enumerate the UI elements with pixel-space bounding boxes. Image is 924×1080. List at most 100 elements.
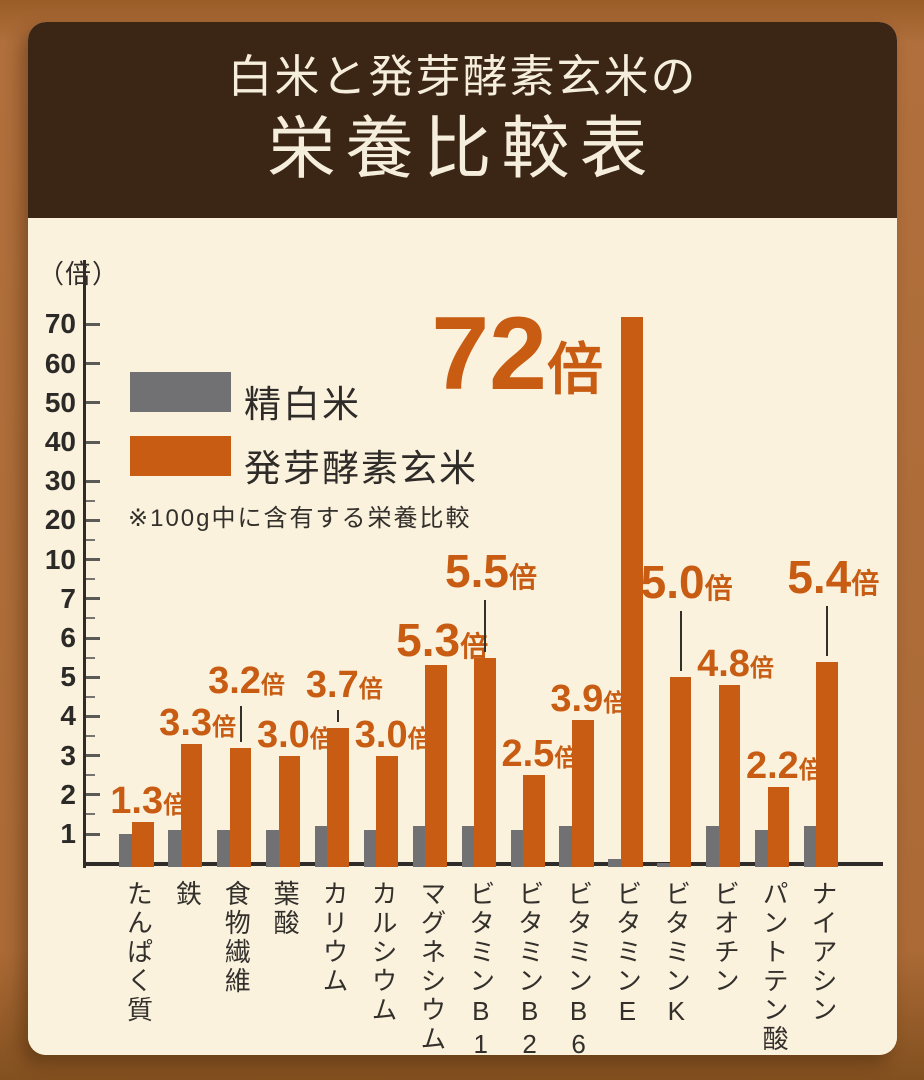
bar-white-rice xyxy=(755,830,768,867)
y-tick-label: 30 xyxy=(44,465,76,497)
leader-line xyxy=(337,710,340,723)
value-label: 3.9倍 xyxy=(550,680,627,718)
highlight-number: 72 xyxy=(431,296,547,412)
category-label: マグネシウム xyxy=(416,880,447,1054)
bar-white-rice xyxy=(363,830,377,867)
bar-brown-rice xyxy=(571,720,594,867)
value-label: 2.2倍 xyxy=(746,747,823,785)
bar-brown-rice xyxy=(180,743,203,867)
value-label-number: 5.3 xyxy=(396,614,461,667)
value-label-number: 3.7 xyxy=(305,664,359,707)
leader-line xyxy=(826,605,829,656)
value-label: 5.0倍 xyxy=(641,559,733,605)
y-tick-label: 2 xyxy=(60,778,76,810)
value-label: 3.3倍 xyxy=(159,704,236,742)
bar-brown-rice xyxy=(278,755,301,867)
bar-brown-rice xyxy=(474,657,496,867)
y-minor-tick xyxy=(86,499,95,502)
y-major-tick xyxy=(86,362,100,366)
y-major-tick xyxy=(86,479,100,483)
leader-line xyxy=(484,599,486,652)
bar-brown-rice xyxy=(767,786,790,867)
y-minor-tick xyxy=(86,539,95,541)
bar-brown-rice xyxy=(620,316,643,867)
y-tick-label: 6 xyxy=(60,622,76,653)
category-label: カルシウム xyxy=(367,880,398,1025)
chart-panel: 白米と発芽酵素玄米の 栄養比較表 （倍） 精白米 発芽酵素玄米 ※100g中に含… xyxy=(28,22,897,1055)
chart-subtitle: 白米と発芽酵素玄米の xyxy=(227,51,698,102)
bar-white-rice xyxy=(119,834,132,867)
bar-brown-rice xyxy=(816,661,839,867)
category-label: 食物繊維 xyxy=(221,880,252,996)
value-label-vitamin-e: 72倍 xyxy=(328,302,603,406)
y-minor-tick xyxy=(86,813,95,816)
value-label-number: 5.5 xyxy=(445,544,509,597)
bar-brown-rice xyxy=(376,755,399,867)
y-minor-tick xyxy=(86,617,95,620)
bar-white-rice xyxy=(168,830,181,867)
category-label: ビタミンE xyxy=(612,880,643,1029)
y-minor-tick xyxy=(86,695,95,698)
value-label: 5.5倍 xyxy=(445,548,537,594)
bar-brown-rice xyxy=(523,775,545,867)
value-label: 1.3倍 xyxy=(110,782,187,820)
value-label: 3.0倍 xyxy=(257,716,334,754)
bar-white-rice xyxy=(803,826,817,867)
y-tick-label: 40 xyxy=(44,426,76,457)
y-major-tick xyxy=(86,675,100,679)
legend-note: ※100g中に含有する栄養比較 xyxy=(128,505,472,532)
y-major-tick xyxy=(86,558,100,562)
y-tick-label: 4 xyxy=(60,700,76,732)
y-major-tick xyxy=(86,636,100,640)
category-label: ビタミンB6 xyxy=(563,880,594,1055)
category-label: ビオチン xyxy=(710,880,741,996)
value-label: 3.2倍 xyxy=(208,662,285,700)
leader-line xyxy=(679,611,682,672)
leader-line xyxy=(239,705,242,742)
y-major-tick xyxy=(86,322,100,326)
value-label-unit: 倍 xyxy=(749,655,774,683)
y-minor-tick xyxy=(86,735,95,737)
bar-brown-rice xyxy=(131,822,154,867)
category-label: ビタミンK xyxy=(661,880,692,1029)
chart-header: 白米と発芽酵素玄米の 栄養比較表 xyxy=(28,22,897,218)
y-tick-label: 5 xyxy=(60,661,76,693)
value-label: 5.4倍 xyxy=(787,554,879,600)
category-label: ビタミンB2 xyxy=(514,880,545,1055)
y-minor-tick xyxy=(86,774,95,777)
y-major-tick xyxy=(86,518,100,522)
value-label: 5.3倍 xyxy=(396,617,488,663)
value-label-number: 3.9 xyxy=(550,678,604,721)
y-major-tick xyxy=(86,597,100,601)
bar-white-rice xyxy=(510,830,523,867)
value-label-number: 5.4 xyxy=(787,550,852,603)
legend-label-brown-rice: 発芽酵素玄米 xyxy=(244,448,478,489)
legend-swatch-brown-rice xyxy=(130,436,231,476)
bar-brown-rice xyxy=(669,677,692,867)
y-tick-label: 10 xyxy=(44,543,76,575)
y-major-tick xyxy=(86,793,100,797)
y-tick-label: 20 xyxy=(44,504,76,536)
bar-white-rice xyxy=(559,826,572,867)
category-label: カリウム xyxy=(319,880,350,996)
bar-white-rice xyxy=(412,826,426,867)
y-major-tick xyxy=(86,440,100,444)
value-label-number: 3.0 xyxy=(354,713,408,756)
value-label-unit: 倍 xyxy=(508,561,537,593)
y-major-tick xyxy=(86,832,100,836)
y-minor-tick xyxy=(86,578,95,581)
value-label: 4.8倍 xyxy=(697,645,774,683)
y-tick-label: 3 xyxy=(60,739,76,771)
value-label-unit: 倍 xyxy=(358,676,383,704)
value-label-unit: 倍 xyxy=(704,573,733,605)
bar-white-rice xyxy=(706,826,719,867)
value-label-unit: 倍 xyxy=(460,631,489,663)
category-label: たんぱく質 xyxy=(123,880,154,1025)
value-label-number: 3.3 xyxy=(159,701,213,744)
value-label-unit: 倍 xyxy=(851,567,880,599)
value-label-number: 2.2 xyxy=(745,744,799,787)
category-label: ナイアシン xyxy=(808,880,839,1025)
value-label-unit: 倍 xyxy=(260,671,285,699)
bar-white-rice xyxy=(266,830,279,867)
